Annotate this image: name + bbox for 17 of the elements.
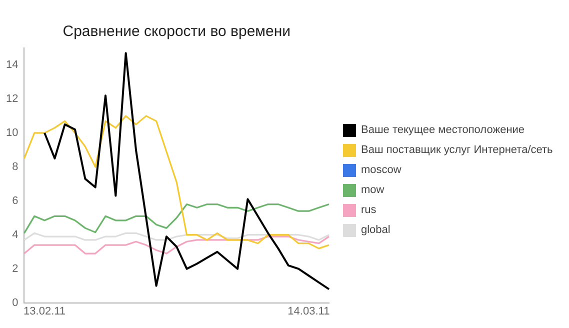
y-tick-label: 12 <box>6 92 18 105</box>
y-tick-label: 0 <box>12 296 18 309</box>
legend-label: Ваш поставщик услуг Интернета/сеть <box>361 144 553 156</box>
chart-title: Сравнение скорости во времени <box>62 23 290 40</box>
y-tick-label: 8 <box>12 160 18 173</box>
legend-label: moscow <box>361 164 402 176</box>
x-tick-label: 14.03.11 <box>288 305 330 318</box>
legend-label: mow <box>361 184 384 196</box>
y-tick-label: 14 <box>6 59 18 72</box>
y-tick-label: 10 <box>6 126 18 139</box>
y-tick-label: 2 <box>12 262 18 275</box>
x-tick-label: 13.02.11 <box>24 305 66 318</box>
legend-label: global <box>361 224 390 236</box>
legend-label: Ваше текущее местоположение <box>361 124 525 136</box>
y-tick-label: 6 <box>12 194 18 207</box>
y-tick-label: 4 <box>12 228 18 241</box>
legend-label: rus <box>361 204 376 216</box>
